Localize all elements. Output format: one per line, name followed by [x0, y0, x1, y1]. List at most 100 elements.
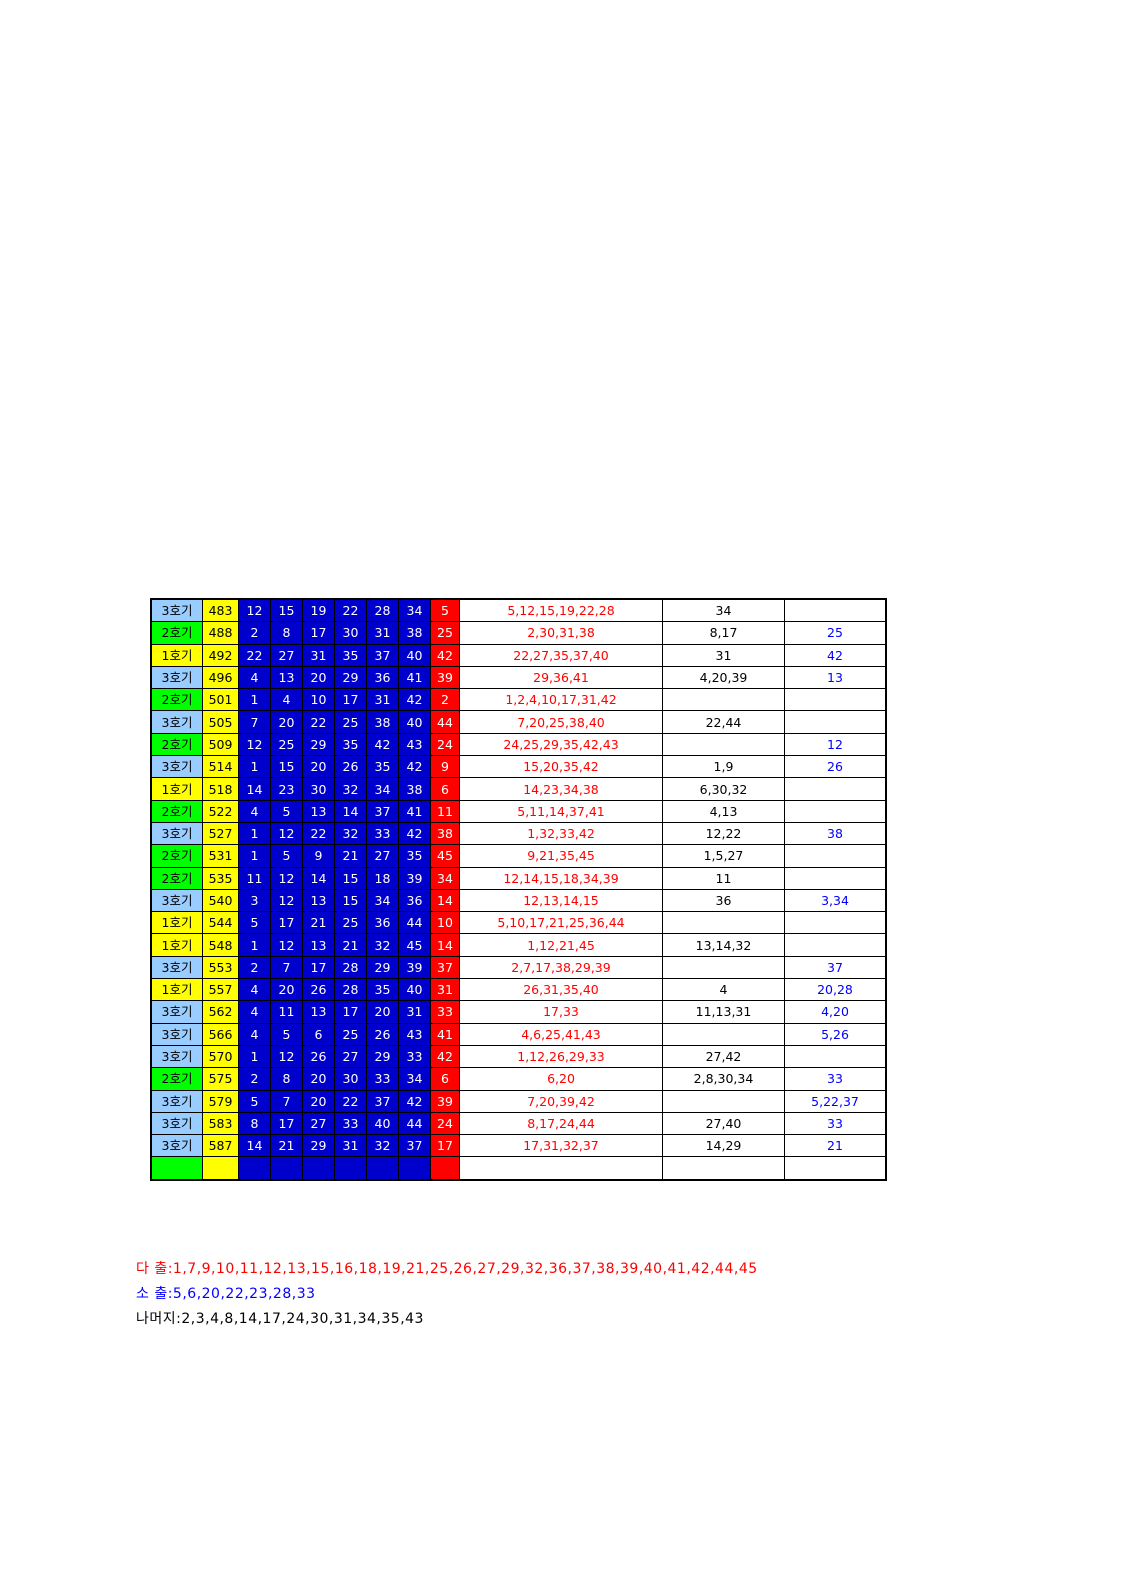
draw-number-cell: 570 — [202, 1044, 239, 1069]
winning-number-cell: 25 — [270, 732, 303, 757]
winning-number-cell: 11 — [270, 1000, 303, 1024]
winning-number-cell: 7 — [270, 955, 303, 980]
bonus-number-cell: 37 — [430, 955, 460, 980]
winning-number-cell: 29 — [302, 1134, 335, 1158]
bonus-number-cell: 17 — [430, 1134, 460, 1158]
machine-cell: 2호기 — [150, 799, 203, 823]
winning-number-cell: 43 — [398, 1022, 431, 1046]
winning-number-cell — [334, 1156, 367, 1181]
bonus-number-cell: 41 — [430, 1022, 460, 1046]
winning-number-cell: 40 — [398, 643, 431, 667]
draw-number-cell: 527 — [202, 821, 239, 846]
winning-number-cell: 30 — [302, 777, 335, 801]
winning-number-cell: 33 — [334, 1111, 367, 1136]
predicted-numbers-cell: 26 — [784, 755, 887, 779]
other-numbers-cell: 4,20,39 — [662, 665, 785, 690]
table-row: 1호기 518 14 23 30 32 34 38 6 14,23,34,38 6,30,32 — [150, 777, 887, 801]
table-row: 3호기 496 4 13 20 29 36 41 39 29,36,41 4,20,39 13 — [150, 665, 887, 690]
winning-number-cell: 4 — [238, 799, 271, 823]
other-numbers-cell: 1,5,27 — [662, 844, 785, 868]
table-row: 3호기 553 2 7 17 28 29 39 37 2,7,17,38,29,39 37 — [150, 955, 887, 980]
table-row: 3호기 562 4 11 13 17 20 31 33 17,33 11,13,31 4,20 — [150, 1000, 887, 1024]
winning-number-cell: 41 — [398, 799, 431, 823]
machine-cell: 1호기 — [150, 911, 203, 935]
winning-number-cell — [270, 1156, 303, 1181]
draw-number-cell: 587 — [202, 1134, 239, 1158]
bonus-number-cell: 9 — [430, 755, 460, 779]
winning-number-cell: 27 — [334, 1044, 367, 1069]
winning-number-cell: 4 — [238, 1022, 271, 1046]
winning-number-cell: 34 — [366, 777, 399, 801]
machine-cell: 3호기 — [150, 1089, 203, 1113]
machine-cell: 2호기 — [150, 844, 203, 868]
winning-number-cell: 27 — [366, 844, 399, 868]
winning-number-cell — [302, 1156, 335, 1181]
winning-number-cell: 13 — [302, 1000, 335, 1024]
winning-number-cell: 7 — [270, 1089, 303, 1113]
draw-number-cell: 518 — [202, 777, 239, 801]
winning-number-cell: 32 — [334, 821, 367, 846]
other-numbers-cell — [662, 1156, 785, 1181]
other-numbers-cell — [662, 911, 785, 935]
draw-number-cell: 488 — [202, 621, 239, 645]
machine-cell: 3호기 — [150, 955, 203, 980]
draw-number-cell: 575 — [202, 1067, 239, 1091]
table-row: 3호기 587 14 21 29 31 32 37 17 17,31,32,37 14,29 21 — [150, 1134, 887, 1158]
winning-number-cell: 5 — [270, 799, 303, 823]
draw-number-cell — [202, 1156, 239, 1181]
draw-number-cell: 501 — [202, 688, 239, 712]
hit-numbers-cell: 1,12,26,29,33 — [459, 1044, 663, 1069]
winning-number-cell: 17 — [302, 621, 335, 645]
winning-number-cell: 31 — [366, 688, 399, 712]
winning-number-cell: 42 — [398, 688, 431, 712]
winning-number-cell: 28 — [334, 955, 367, 980]
winning-number-cell: 5 — [238, 911, 271, 935]
other-numbers-cell — [662, 1022, 785, 1046]
machine-cell — [150, 1156, 203, 1181]
draw-number-cell: 483 — [202, 598, 239, 623]
winning-number-cell: 26 — [302, 1044, 335, 1069]
bonus-number-cell: 6 — [430, 777, 460, 801]
machine-cell: 2호기 — [150, 1067, 203, 1091]
winning-number-cell: 41 — [398, 665, 431, 690]
winning-number-cell: 18 — [366, 866, 399, 890]
table-row: 2호기 535 11 12 14 15 18 39 34 12,14,15,18,34,39 11 — [150, 866, 887, 890]
bonus-number-cell: 38 — [430, 821, 460, 846]
predicted-numbers-cell: 42 — [784, 643, 887, 667]
table-row — [150, 1156, 887, 1181]
winning-number-cell: 2 — [238, 621, 271, 645]
bonus-number-cell: 10 — [430, 911, 460, 935]
draw-number-cell: 492 — [202, 643, 239, 667]
winning-number-cell — [366, 1156, 399, 1181]
hit-numbers-cell: 1,2,4,10,17,31,42 — [459, 688, 663, 712]
winning-number-cell: 35 — [334, 643, 367, 667]
machine-cell: 3호기 — [150, 1111, 203, 1136]
table-row: 3호기 527 1 12 22 32 33 42 38 1,32,33,42 12,22 38 — [150, 821, 887, 846]
machine-cell: 3호기 — [150, 755, 203, 779]
machine-cell: 1호기 — [150, 643, 203, 667]
machine-cell: 3호기 — [150, 821, 203, 846]
other-numbers-cell: 8,17 — [662, 621, 785, 645]
other-numbers-cell — [662, 688, 785, 712]
winning-number-cell: 4 — [238, 978, 271, 1002]
winning-number-cell: 33 — [366, 821, 399, 846]
bonus-number-cell: 44 — [430, 710, 460, 734]
winning-number-cell: 32 — [366, 1134, 399, 1158]
predicted-numbers-cell: 38 — [784, 821, 887, 846]
machine-cell: 2호기 — [150, 732, 203, 757]
hit-numbers-cell: 2,30,31,38 — [459, 621, 663, 645]
hit-numbers-cell: 7,20,25,38,40 — [459, 710, 663, 734]
predicted-numbers-cell — [784, 911, 887, 935]
predicted-numbers-cell — [784, 866, 887, 890]
draw-number-cell: 579 — [202, 1089, 239, 1113]
winning-number-cell: 12 — [238, 598, 271, 623]
predicted-numbers-cell — [784, 933, 887, 957]
machine-cell: 3호기 — [150, 665, 203, 690]
winning-number-cell: 9 — [302, 844, 335, 868]
winning-number-cell: 20 — [270, 710, 303, 734]
winning-number-cell: 26 — [302, 978, 335, 1002]
winning-number-cell: 1 — [238, 755, 271, 779]
other-numbers-cell: 31 — [662, 643, 785, 667]
predicted-numbers-cell — [784, 710, 887, 734]
draw-number-cell: 566 — [202, 1022, 239, 1046]
